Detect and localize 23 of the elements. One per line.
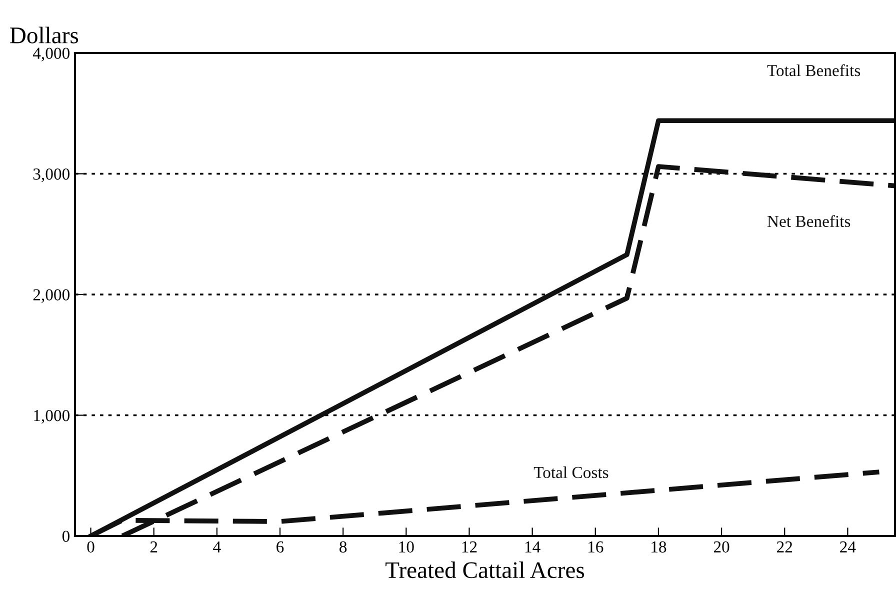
x-tick-label: 4 [213, 541, 221, 552]
x-tick-label: 12 [462, 541, 477, 552]
x-tick-label: 18 [652, 541, 666, 553]
x-tick-label: 10 [399, 541, 414, 553]
x-tick-label: 14 [525, 541, 540, 552]
y-axis-title: Dollars [10, 26, 78, 44]
x-tick-label: 2 [150, 541, 158, 552]
x-tick-label: 22 [777, 541, 792, 552]
y-tick-label: 1,000 [34, 410, 70, 424]
x-tick-label: 8 [340, 541, 347, 553]
y-tick-label: 0 [62, 530, 70, 542]
text: Total Benefits [767, 64, 860, 76]
x-tick-label: 6 [276, 541, 284, 553]
series-label: Net Benefits [767, 215, 850, 228]
series-label: Total Costs [534, 466, 608, 478]
x-tick-label: 24 [840, 541, 856, 552]
x-tick-label: 16 [588, 541, 604, 553]
x-axis-title: Treated Cattail Acres [386, 562, 584, 578]
x-tick-label: 20 [714, 541, 730, 553]
y-tick-label: 2,000 [33, 289, 70, 303]
y-tick-label: 3,000 [33, 168, 70, 182]
y-tick-label: 4,000 [32, 48, 70, 62]
x-tick-label: 0 [87, 541, 94, 553]
